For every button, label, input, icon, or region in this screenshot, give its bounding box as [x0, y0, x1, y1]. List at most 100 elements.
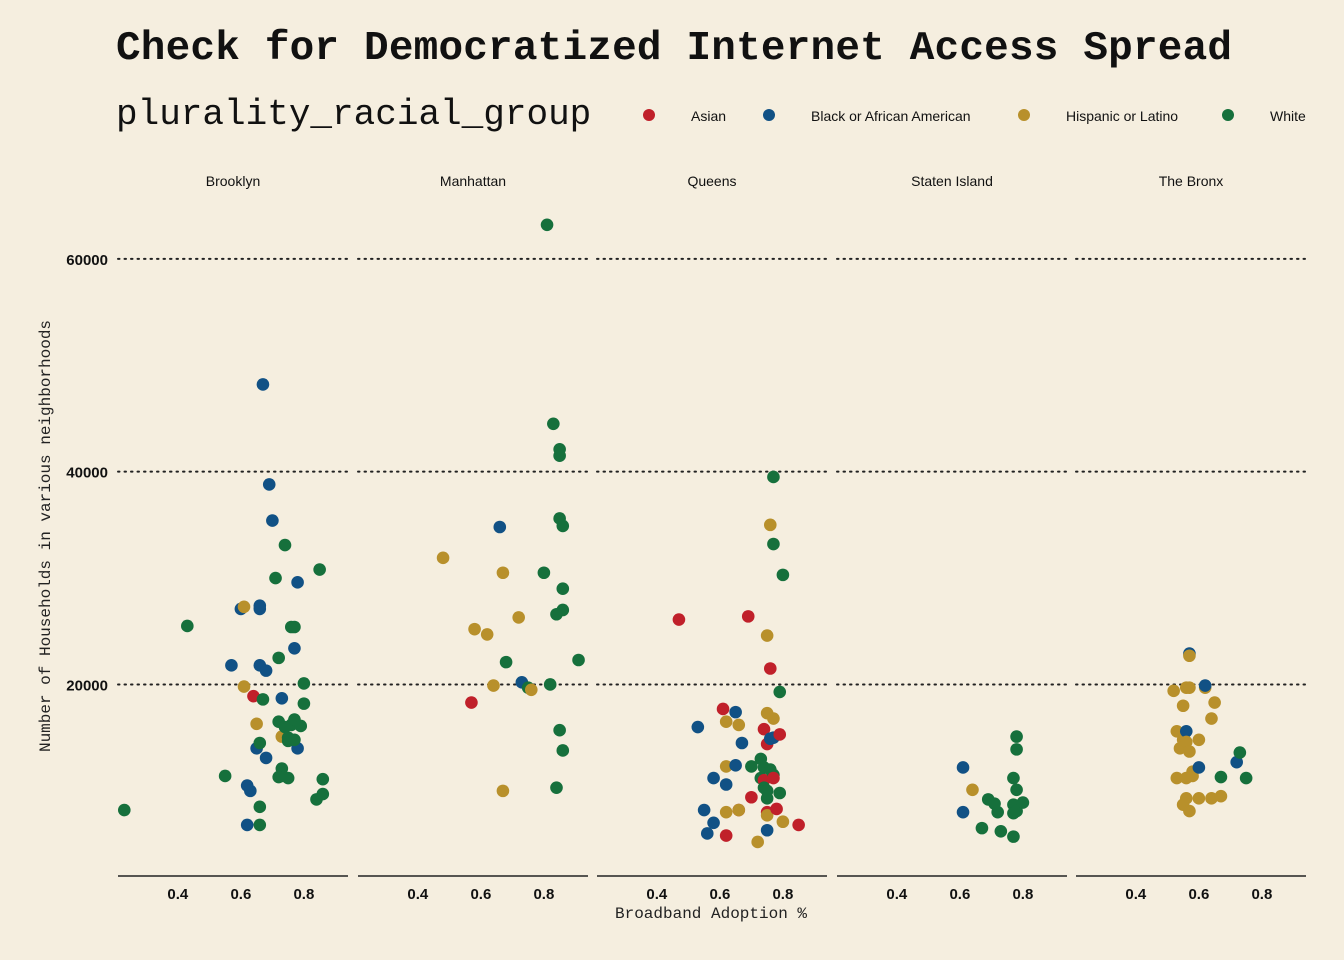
x-tick-label-2-1: 0.6 [709, 886, 730, 903]
x-tick-label-2-2: 0.8 [772, 886, 793, 903]
data-point-0-5 [237, 680, 251, 693]
data-point-0-37 [288, 620, 301, 634]
data-point-0-13 [253, 599, 267, 613]
data-point-1-23 [556, 582, 570, 596]
y-tick-label-0: 20000 [66, 677, 108, 694]
legend-label-3: White [1270, 108, 1306, 124]
data-point-3-1 [956, 761, 970, 774]
data-point-2-32 [760, 784, 774, 798]
data-point-1-1 [465, 696, 478, 709]
x-tick-label-4-1: 0.6 [1188, 886, 1209, 903]
data-point-3-16 [1016, 796, 1030, 809]
data-point-0-1 [181, 619, 194, 633]
data-point-1-5 [493, 520, 507, 534]
data-point-1-24 [556, 603, 570, 617]
data-point-0-20 [259, 751, 273, 765]
data-point-4-21 [1192, 761, 1206, 774]
data-point-2-42 [767, 470, 780, 484]
data-point-2-52 [792, 818, 805, 832]
data-point-4-16 [1183, 745, 1196, 758]
data-point-0-9 [247, 689, 260, 703]
data-point-3-6 [991, 805, 1004, 819]
data-point-2-41 [767, 712, 780, 725]
data-point-1-22 [556, 519, 570, 533]
x-tick-label-1-0: 0.4 [407, 886, 429, 903]
data-point-2-44 [767, 771, 780, 785]
data-point-1-4 [487, 679, 500, 692]
data-point-0-52 [288, 733, 301, 747]
facet-label-1: Manhattan [440, 173, 506, 189]
data-point-4-26 [1208, 696, 1221, 709]
y-tick-label-2: 60000 [66, 252, 108, 269]
data-point-0-21 [259, 664, 273, 677]
data-point-4-20 [1192, 733, 1206, 747]
data-point-2-46 [770, 802, 783, 816]
data-point-2-35 [760, 809, 774, 822]
data-point-1-16 [547, 417, 560, 431]
data-point-0-25 [272, 651, 285, 665]
data-point-0-17 [253, 800, 267, 814]
data-point-4-9 [1179, 735, 1193, 749]
data-point-1-6 [496, 566, 510, 580]
data-point-2-13 [729, 759, 742, 772]
data-point-0-42 [297, 677, 311, 690]
data-point-2-10 [719, 805, 733, 819]
data-point-2-20 [745, 760, 758, 773]
data-point-1-13 [537, 566, 551, 580]
data-point-1-15 [543, 678, 557, 691]
x-tick-label-4-0: 0.4 [1125, 886, 1147, 903]
y-axis-title: Number of Households in various neighbor… [37, 320, 55, 752]
data-point-2-21 [751, 835, 764, 849]
data-point-0-33 [281, 771, 295, 785]
data-point-3-2 [966, 783, 979, 797]
data-point-3-3 [975, 821, 989, 835]
x-tick-label-3-2: 0.8 [1012, 886, 1033, 903]
data-point-0-50 [272, 770, 285, 784]
data-point-0-49 [225, 659, 238, 672]
data-point-2-11 [719, 829, 733, 842]
data-point-2-8 [719, 715, 733, 729]
data-point-2-37 [763, 662, 777, 675]
data-point-2-43 [767, 537, 780, 551]
data-point-4-0 [1167, 684, 1180, 698]
data-point-4-24 [1205, 792, 1218, 805]
data-point-0-38 [288, 641, 301, 655]
data-point-0-16 [256, 693, 270, 706]
data-point-3-13 [1010, 730, 1023, 743]
data-point-2-16 [732, 718, 746, 732]
data-point-2-15 [732, 803, 746, 817]
legend-label-2: Hispanic or Latino [1066, 108, 1178, 124]
data-point-2-49 [773, 685, 787, 699]
facet-label-3: Staten Island [911, 173, 993, 189]
data-point-3-0 [956, 805, 970, 819]
x-tick-label-3-1: 0.6 [949, 886, 970, 903]
data-point-0-2 [218, 769, 232, 783]
data-point-1-12 [524, 683, 538, 697]
facet-label-0: Brooklyn [206, 173, 260, 189]
data-point-1-26 [556, 744, 570, 757]
data-point-2-5 [707, 771, 720, 785]
data-point-2-48 [773, 786, 787, 800]
data-point-4-2 [1170, 771, 1184, 785]
data-point-0-24 [269, 571, 282, 585]
data-point-4-13 [1183, 681, 1196, 694]
data-point-1-14 [540, 218, 554, 232]
x-tick-label-4-2: 0.8 [1251, 886, 1272, 903]
data-point-4-11 [1179, 792, 1193, 805]
data-point-0-4 [237, 600, 251, 614]
data-point-2-2 [697, 803, 711, 817]
data-point-4-27 [1214, 789, 1228, 803]
data-point-1-3 [480, 628, 494, 641]
data-point-0-8 [244, 784, 257, 798]
x-tick-label-2-0: 0.4 [646, 886, 668, 903]
data-point-0-19 [256, 378, 270, 391]
data-point-1-27 [572, 653, 585, 667]
data-point-2-28 [760, 629, 774, 642]
data-point-0-40 [291, 576, 304, 589]
data-point-2-27 [757, 722, 771, 736]
data-point-1-18 [550, 781, 563, 794]
data-point-0-47 [316, 787, 330, 801]
x-tick-label-0-1: 0.6 [230, 886, 251, 903]
data-point-2-50 [776, 568, 790, 582]
